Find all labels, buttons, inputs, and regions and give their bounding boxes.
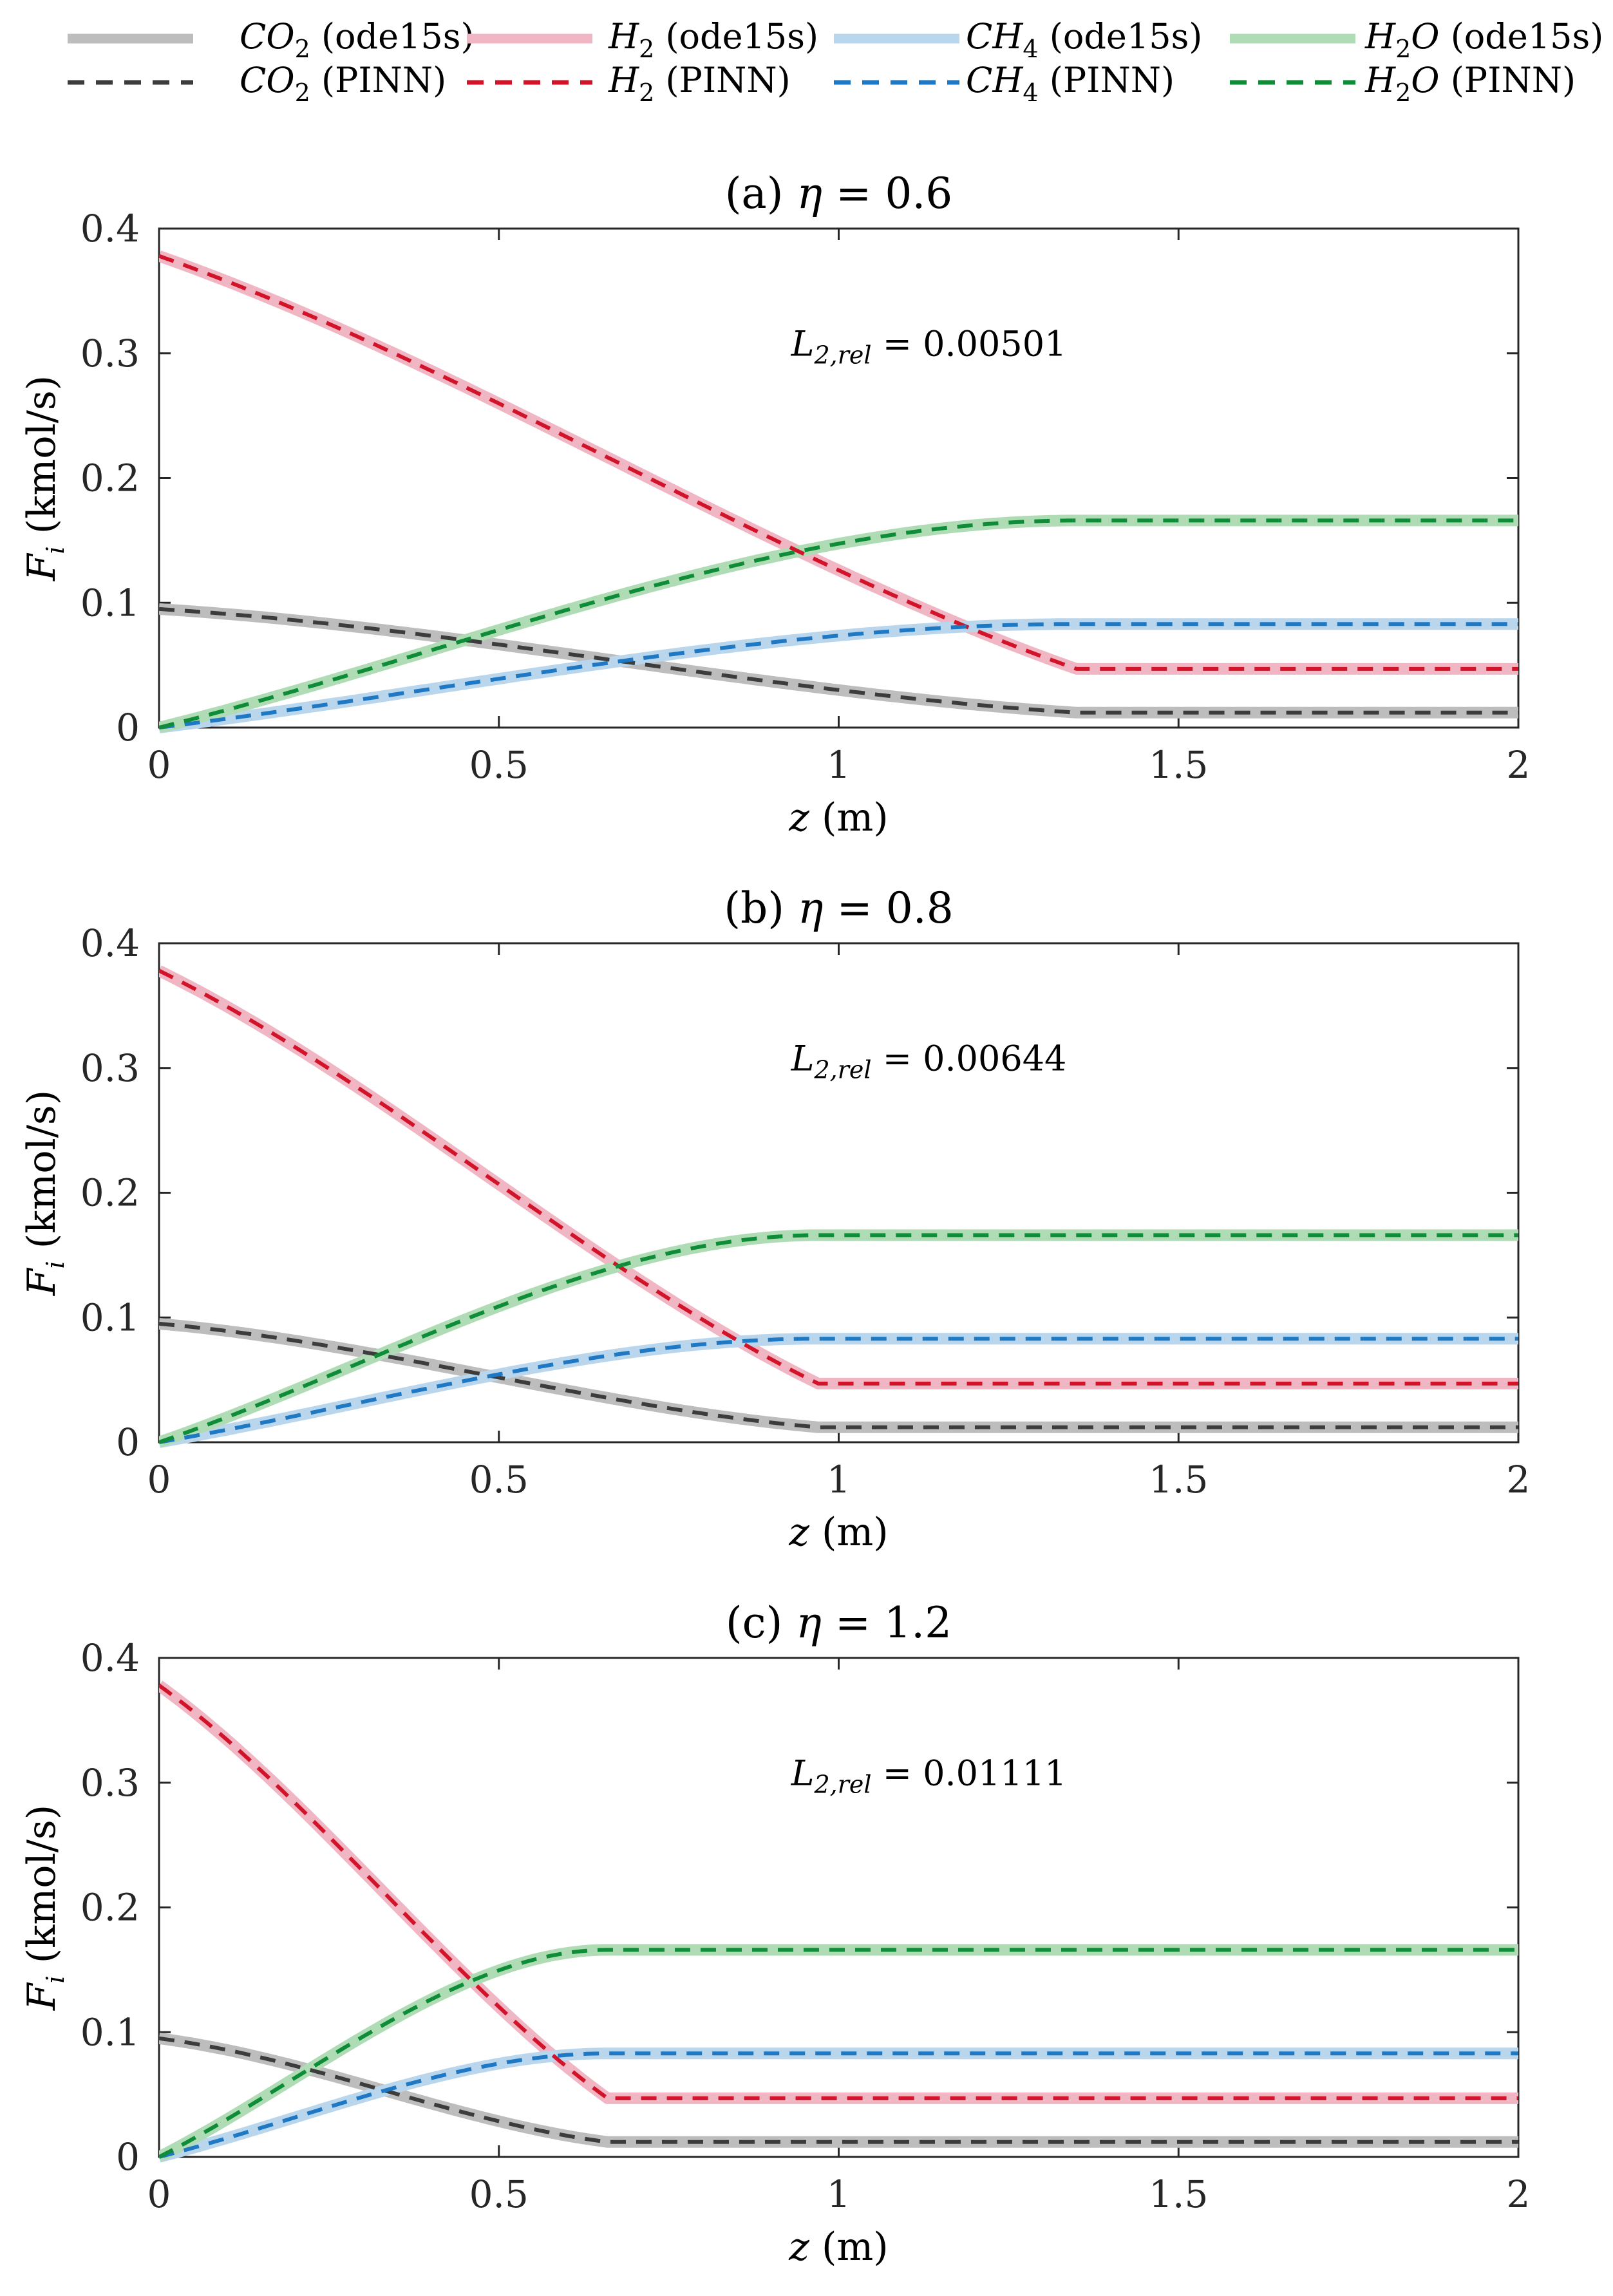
x-tick-label: 1 <box>827 2172 851 2216</box>
x-tick-label: 2 <box>1507 2172 1531 2216</box>
series-co2-pinn <box>159 1321 1518 1429</box>
y-tick-label: 0.2 <box>80 456 140 500</box>
y-axis-label: Fi (kmol/s) <box>19 1090 70 1296</box>
x-tick-label: 1 <box>827 743 851 787</box>
legend-item: CO2 (PINN) <box>68 60 446 107</box>
x-tick-label: 2 <box>1507 743 1531 787</box>
series-h2o-pinn <box>159 1948 1518 2159</box>
series-co2-pinn <box>159 607 1518 715</box>
y-tick-label: 0.3 <box>80 1761 140 1805</box>
legend-item: H2 (ode15s) <box>467 16 818 63</box>
x-tick-label: 0 <box>147 743 171 787</box>
x-tick-label: 0.5 <box>469 1458 529 1501</box>
x-ticks: 0 0.5 1 1.5 2 <box>147 943 1531 1501</box>
y-tick-label: 0.2 <box>80 1171 140 1215</box>
series-ch4-pinn <box>159 2051 1518 2159</box>
legend-label: H2O (PINN) <box>1364 60 1576 107</box>
series-h2o-pinn <box>159 1233 1518 1444</box>
series-h2-pinn <box>159 254 1518 671</box>
series-group <box>159 250 1518 733</box>
series-h2o-pinn <box>159 518 1518 729</box>
series-h2-pinn <box>159 968 1518 1386</box>
legend-label: CO2 (PINN) <box>240 60 446 107</box>
panel-title: (c) η = 1.2 <box>726 1598 952 1648</box>
y-tick-label: 0.1 <box>80 2010 140 2054</box>
l2-rel-annotation: L2,rel = 0.00501 <box>791 324 1067 370</box>
y-ticks: 0 0.1 0.2 0.3 0.4 <box>80 207 1518 749</box>
y-ticks: 0 0.1 0.2 0.3 0.4 <box>80 921 1518 1464</box>
series-ch4-pinn <box>159 622 1518 729</box>
series-group <box>159 965 1518 1448</box>
x-axis-label: z (m) <box>788 795 888 840</box>
panel-c: 0 0.5 1 1.5 2 0 0.1 0.2 0.3 0.4 (c) η = 1.2 z (m) Fi… <box>19 1598 1530 2270</box>
x-axis-label: z (m) <box>788 2225 888 2270</box>
y-ticks: 0 0.1 0.2 0.3 0.4 <box>80 1636 1518 2179</box>
legend: CO2 (ode15s) H2 (ode15s) CH4 (ode15s) H2O (… <box>68 16 1603 107</box>
x-tick-label: 1 <box>827 1458 851 1501</box>
y-tick-label: 0.2 <box>80 1886 140 1930</box>
legend-label: H2O (ode15s) <box>1364 16 1603 63</box>
legend-label: CH4 (ode15s) <box>966 16 1202 63</box>
y-tick-label: 0.1 <box>80 1295 140 1339</box>
legend-item: H2O (PINN) <box>1230 60 1576 107</box>
legend-item: H2O (ode15s) <box>1230 16 1603 63</box>
legend-item: H2 (PINN) <box>467 60 791 107</box>
y-tick-label: 0.3 <box>80 1046 140 1090</box>
panel-b: 0 0.5 1 1.5 2 0 0.1 0.2 0.3 0.4 (b) η = 0.8 z (m) Fi… <box>19 883 1530 1555</box>
y-tick-label: 0 <box>116 1420 140 1464</box>
y-tick-label: 0.3 <box>80 332 140 375</box>
y-axis-label: Fi (kmol/s) <box>19 375 70 581</box>
legend-label: CO2 (ode15s) <box>240 16 475 63</box>
l2-rel-annotation: L2,rel = 0.01111 <box>791 1753 1067 1799</box>
x-tick-label: 0 <box>147 2172 171 2216</box>
y-axis-label: Fi (kmol/s) <box>19 1805 70 2011</box>
x-tick-label: 0.5 <box>469 2172 529 2216</box>
y-tick-label: 0 <box>116 2135 140 2179</box>
legend-item: CH4 (ode15s) <box>834 16 1202 63</box>
legend-label: H2 (PINN) <box>608 60 791 107</box>
y-tick-label: 0 <box>116 706 140 749</box>
y-tick-label: 0.1 <box>80 581 140 625</box>
plot-area <box>158 227 1520 729</box>
x-tick-label: 2 <box>1507 1458 1531 1501</box>
l2-rel-annotation: L2,rel = 0.00644 <box>791 1039 1067 1084</box>
panel-title: (a) η = 0.6 <box>725 169 953 218</box>
x-tick-label: 0.5 <box>469 743 529 787</box>
legend-item: CO2 (ode15s) <box>68 16 475 63</box>
panel-title: (b) η = 0.8 <box>724 883 954 933</box>
x-ticks: 0 0.5 1 1.5 2 <box>147 1658 1531 2216</box>
legend-item: CH4 (PINN) <box>834 60 1174 107</box>
legend-label: H2 (ode15s) <box>608 16 818 63</box>
x-tick-label: 1.5 <box>1149 2172 1208 2216</box>
y-tick-label: 0.4 <box>80 921 140 965</box>
series-h2-pinn <box>159 1684 1518 2100</box>
x-axis-label: z (m) <box>788 1510 888 1555</box>
x-ticks: 0 0.5 1 1.5 2 <box>147 229 1531 787</box>
x-tick-label: 1.5 <box>1149 743 1208 787</box>
series-ch4-pinn <box>159 1337 1518 1444</box>
series-group <box>159 1680 1518 2163</box>
panel-a: 0 0.5 1 1.5 2 0 0.1 0.2 0.3 0.4 (a) η = 0.6 z (m) Fi… <box>19 169 1530 840</box>
y-tick-label: 0.4 <box>80 207 140 250</box>
y-tick-label: 0.4 <box>80 1636 140 1680</box>
x-tick-label: 1.5 <box>1149 1458 1208 1501</box>
legend-label: CH4 (PINN) <box>966 60 1174 107</box>
x-tick-label: 0 <box>147 1458 171 1501</box>
